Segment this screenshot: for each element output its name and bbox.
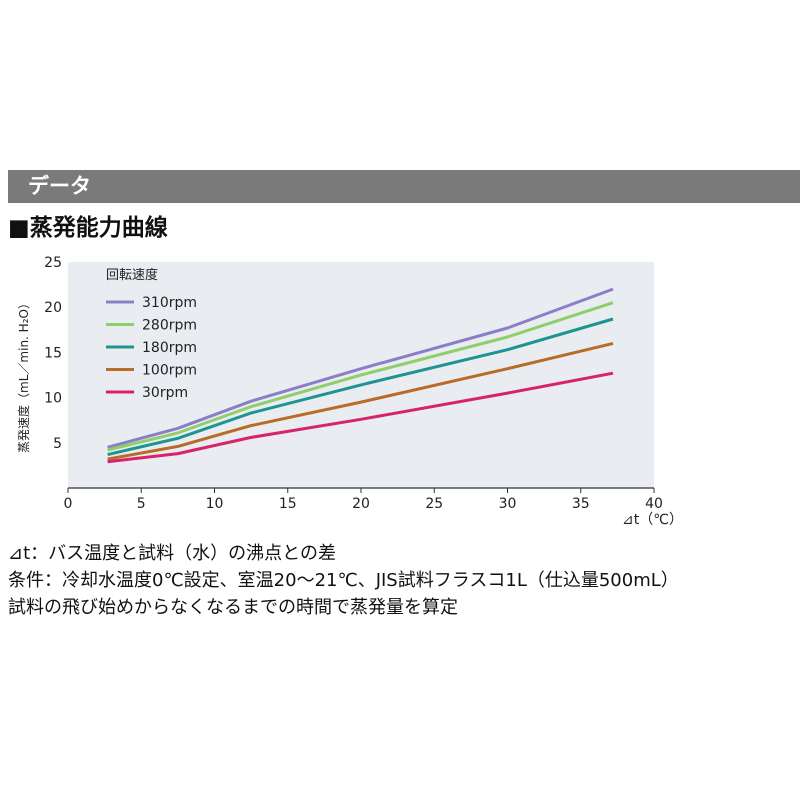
x-tick-label-30: 30	[499, 496, 517, 512]
x-axis-label: ⊿t（℃）	[622, 512, 683, 528]
x-tick-label-25: 25	[425, 496, 443, 512]
legend-label-100rpm: 100rpm	[142, 363, 197, 379]
series-line-180rpm	[107, 317, 614, 457]
y-tick-label-25: 25	[44, 255, 62, 271]
x-tick-label-40: 40	[645, 496, 663, 512]
legend-label-30rpm: 30rpm	[142, 385, 188, 401]
y-axis-label: 蒸発速度（mL／min. H₂O）	[16, 297, 31, 453]
legend-label-280rpm: 280rpm	[142, 318, 197, 334]
legend-label-310rpm: 310rpm	[142, 295, 197, 311]
chart-notes: ⊿t：バス温度と試料（水）の沸点との差 条件：冷却水温度0℃設定、室温20～21…	[8, 540, 679, 621]
series-line-280rpm	[107, 301, 614, 452]
x-tick-label-35: 35	[572, 496, 590, 512]
y-tick-label-20: 20	[44, 300, 62, 316]
legend-title: 回転速度	[106, 267, 158, 283]
y-tick-label-10: 10	[44, 391, 62, 407]
note-method: 試料の飛び始めからなくなるまでの時間で蒸発量を算定	[8, 597, 458, 618]
series-line-30rpm	[107, 371, 614, 464]
x-tick-label-20: 20	[352, 496, 370, 512]
note-delta-t: ⊿t：バス温度と試料（水）の沸点との差	[8, 543, 336, 564]
section-header-bar: データ	[8, 170, 800, 203]
series-line-100rpm	[107, 341, 614, 461]
y-tick-label-15: 15	[44, 345, 62, 361]
x-tick-label-5: 5	[137, 496, 146, 512]
evaporation-curve-chart: 0 5 10 15 20 25 30 35 40 5 10 15 20 25 ⊿t（℃） 蒸発速度（mL／mi…	[16, 255, 683, 528]
chart-section-title: ■蒸発能力曲線	[8, 215, 168, 241]
series-line-310rpm	[107, 287, 614, 449]
note-conditions: 条件：冷却水温度0℃設定、室温20～21℃、JIS試料フラスコ1L（仕込量500…	[8, 570, 679, 591]
x-tick-label-10: 10	[206, 496, 224, 512]
x-tick-label-15: 15	[279, 496, 297, 512]
x-tick-label-0: 0	[64, 496, 73, 512]
y-tick-label-5: 5	[53, 436, 62, 452]
legend-label-180rpm: 180rpm	[142, 340, 197, 356]
